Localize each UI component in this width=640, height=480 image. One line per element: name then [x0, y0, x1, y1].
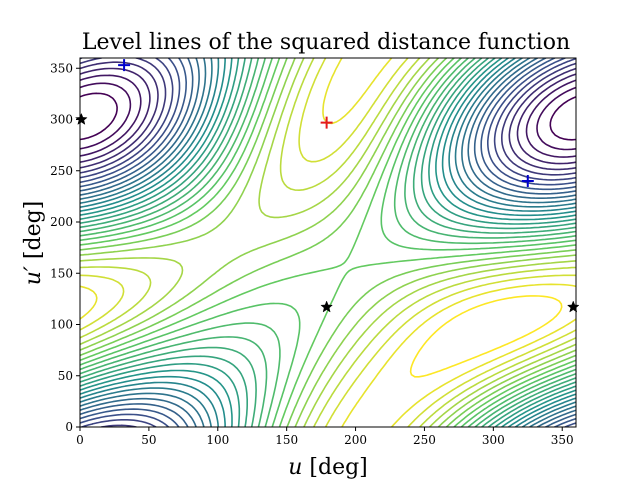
contour-level-3 — [80, 74, 576, 158]
contour-level-11 — [80, 58, 576, 427]
saddle-marker — [566, 300, 580, 313]
y-axis-symbol: u′ — [21, 266, 46, 285]
maximum-marker — [320, 116, 333, 129]
y-tick-label: 350 — [50, 61, 73, 75]
critical-point-markers — [75, 59, 580, 313]
y-axis-unit: [deg] — [21, 201, 46, 259]
x-tick-label: 300 — [482, 433, 505, 447]
contour-level-12 — [80, 58, 576, 427]
minimum-marker — [521, 175, 534, 187]
y-tick-label: 100 — [50, 318, 73, 332]
y-axis-label: u′ [deg] — [21, 201, 46, 286]
contour-level-13 — [80, 58, 576, 427]
chart-title: Level lines of the squared distance func… — [82, 30, 570, 55]
y-tick-label: 200 — [50, 215, 73, 229]
contour-level-18 — [80, 58, 576, 427]
y-axis-ticks: 0 50 100 150 200 250 300 350 — [50, 61, 80, 434]
contour-level-22 — [80, 58, 576, 427]
y-tick-label: 250 — [50, 164, 73, 178]
y-tick-label: 0 — [65, 420, 73, 434]
x-axis-ticks: 0 50 100 150 200 250 300 350 — [76, 427, 574, 447]
contour-level-5 — [80, 61, 576, 171]
contour-level-28 — [80, 58, 576, 427]
contour-level-27 — [80, 58, 576, 427]
contour-level-25 — [80, 58, 576, 427]
x-tick-label: 100 — [206, 433, 229, 447]
y-tick-label: 150 — [50, 266, 73, 280]
x-tick-label: 200 — [344, 433, 367, 447]
saddle-marker — [75, 112, 88, 125]
contour-level-29 — [80, 58, 576, 427]
contour-level-8 — [80, 58, 576, 427]
minimum-marker — [118, 59, 131, 72]
contour-level-17 — [80, 58, 576, 427]
x-tick-label: 350 — [551, 433, 574, 447]
contour-level-21 — [80, 58, 576, 427]
contour-level-15 — [80, 58, 576, 427]
contour-level-26 — [80, 58, 576, 427]
contour-level-9 — [80, 58, 576, 427]
y-tick-label: 300 — [50, 113, 73, 127]
contour-level-1 — [80, 92, 576, 141]
saddle-marker — [320, 300, 333, 313]
contour-level-4 — [80, 67, 576, 165]
contour-level-30 — [409, 295, 563, 378]
x-tick-label: 250 — [413, 433, 436, 447]
x-tick-label: 150 — [275, 433, 298, 447]
contour-level-23 — [80, 58, 576, 427]
contour-level-10 — [80, 58, 576, 427]
contour-level-24 — [80, 58, 576, 427]
x-axis-symbol: u — [288, 455, 302, 480]
x-axis-unit: [deg] — [309, 455, 367, 480]
x-tick-label: 50 — [141, 433, 156, 447]
contour-level-19 — [80, 58, 576, 427]
y-tick-label: 50 — [58, 369, 73, 383]
contour-level-20 — [80, 58, 576, 427]
contour-level-2 — [80, 82, 576, 151]
contour-lines — [80, 58, 576, 427]
x-tick-label: 0 — [76, 433, 84, 447]
x-axis-label: u [deg] — [288, 455, 368, 480]
contour-level-16 — [80, 58, 576, 427]
contour-level-14 — [80, 58, 576, 427]
plot-frame — [79, 57, 577, 428]
